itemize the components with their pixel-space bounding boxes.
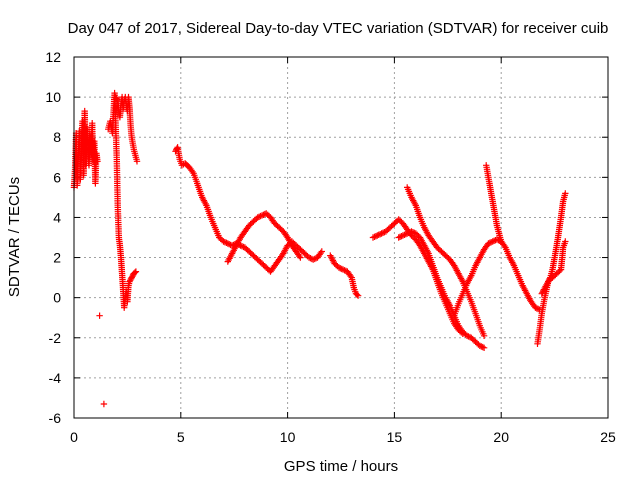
- y-tick-label: 6: [53, 169, 61, 185]
- x-tick-label: 15: [387, 429, 403, 445]
- data-point: [562, 190, 569, 197]
- data-point: [501, 242, 508, 250]
- data-point: [311, 255, 318, 263]
- x-tick-label: 10: [280, 429, 296, 445]
- y-tick-label: -2: [49, 330, 62, 346]
- data-point: [310, 256, 317, 263]
- data-point: [347, 272, 354, 280]
- data-point: [479, 343, 486, 351]
- y-tick-label: 12: [45, 49, 61, 65]
- data-point: [532, 304, 539, 311]
- data-point: [339, 266, 347, 273]
- data-points: [70, 89, 569, 408]
- data-point: [498, 238, 505, 245]
- y-tick-label: 0: [53, 290, 61, 306]
- data-point: [224, 240, 231, 247]
- data-point: [261, 210, 268, 218]
- data-point: [133, 158, 141, 165]
- grid: [74, 57, 608, 418]
- data-point: [226, 241, 233, 248]
- data-point: [378, 230, 385, 237]
- data-point: [189, 168, 196, 175]
- y-tick-label: 4: [53, 209, 61, 225]
- y-tick-label: 10: [45, 89, 61, 105]
- plot-frame: [73, 56, 609, 419]
- y-tick-label: 2: [53, 250, 61, 266]
- data-point: [374, 232, 381, 239]
- x-tick-label: 5: [177, 429, 185, 445]
- data-point: [489, 238, 496, 245]
- y-axis-ticks: -6 -4 -2 0 2 4 6 8 10 12: [45, 49, 608, 426]
- data-point: [408, 228, 415, 235]
- chart-title: Day 047 of 2017, Sidereal Day-to-day VTE…: [68, 20, 609, 37]
- data-point: [100, 400, 108, 408]
- data-point: [307, 255, 314, 262]
- data-point: [255, 213, 263, 220]
- data-point: [131, 269, 139, 276]
- data-point: [338, 265, 345, 273]
- data-point: [296, 252, 303, 260]
- data-point: [297, 254, 304, 261]
- data-point: [335, 264, 343, 271]
- y-tick-label: -6: [49, 410, 62, 426]
- x-axis-label: GPS time / hours: [284, 458, 398, 475]
- data-point: [223, 239, 230, 246]
- x-tick-label: 20: [493, 429, 509, 445]
- data-point: [132, 268, 140, 275]
- data-point: [402, 231, 409, 238]
- data-point: [257, 212, 264, 220]
- data-point: [354, 292, 362, 299]
- data-point: [399, 232, 407, 239]
- data-point: [404, 230, 411, 237]
- x-tick-label: 25: [600, 429, 616, 445]
- data-point: [369, 234, 377, 241]
- data-point: [220, 238, 227, 245]
- data-point: [562, 238, 569, 245]
- data-point: [372, 233, 380, 240]
- x-axis-ticks: 0 5 10 15 20 25: [70, 57, 616, 445]
- data-point: [556, 267, 563, 275]
- y-tick-label: 8: [53, 129, 61, 145]
- data-point: [465, 333, 472, 340]
- data-point: [480, 344, 488, 351]
- data-point: [488, 239, 495, 246]
- y-tick-label: -4: [49, 370, 62, 386]
- data-point: [94, 158, 101, 165]
- data-point: [395, 234, 402, 241]
- data-point: [535, 305, 542, 313]
- data-point: [480, 332, 488, 339]
- y-axis-label: SDTVAR / TECUs: [6, 177, 23, 297]
- data-point: [238, 243, 246, 250]
- data-point: [96, 312, 103, 319]
- data-point: [317, 249, 324, 257]
- data-point: [485, 240, 492, 247]
- x-tick-label: 0: [70, 429, 78, 445]
- data-point: [353, 291, 361, 298]
- data-point: [113, 96, 121, 103]
- data-point: [318, 248, 325, 255]
- data-point: [377, 231, 384, 238]
- data-point: [476, 342, 483, 349]
- data-point: [398, 233, 405, 240]
